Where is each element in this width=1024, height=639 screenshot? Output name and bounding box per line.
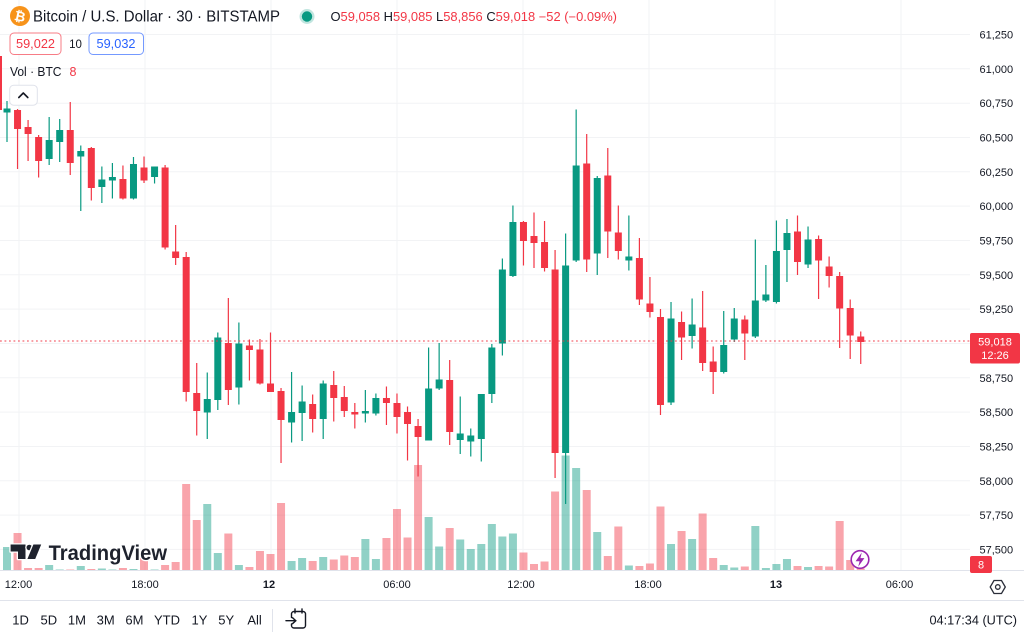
svg-text:61,000: 61,000 [980,64,1014,76]
svg-text:59,018: 59,018 [978,337,1012,349]
svg-text:O59,058 H59,085 L58,856 C59,01: O59,058 H59,085 L58,856 C59,018 −52 (−0.… [331,10,618,24]
svg-text:YTD: YTD [154,613,180,628]
svg-text:57,750: 57,750 [980,510,1014,522]
svg-text:12:26: 12:26 [981,350,1009,362]
svg-text:04:17:34 (UTC): 04:17:34 (UTC) [930,614,1018,628]
svg-text:1Y: 1Y [192,613,208,628]
svg-text:₿: ₿ [13,8,27,25]
svg-text:Vol · BTC: Vol · BTC [10,65,62,79]
svg-text:8: 8 [978,560,984,572]
svg-text:60,000: 60,000 [980,201,1014,213]
svg-text:All: All [247,613,262,628]
svg-text:Bitcoin / U.S. Dollar · 30 · B: Bitcoin / U.S. Dollar · 30 · BITSTAMP [33,9,280,26]
svg-text:12:00: 12:00 [5,579,33,591]
svg-text:5Y: 5Y [218,613,234,628]
svg-text:60,250: 60,250 [980,167,1014,179]
svg-text:60,750: 60,750 [980,98,1014,110]
svg-text:5D: 5D [40,613,57,628]
svg-text:18:00: 18:00 [131,579,159,591]
svg-text:59,500: 59,500 [980,270,1014,282]
svg-text:1D: 1D [12,613,29,628]
svg-text:59,750: 59,750 [980,236,1014,248]
svg-text:3M: 3M [97,613,115,628]
svg-text:59,250: 59,250 [980,304,1014,316]
svg-text:59,032: 59,032 [97,37,136,51]
svg-text:18:00: 18:00 [634,579,662,591]
svg-text:58,750: 58,750 [980,373,1014,385]
svg-text:6M: 6M [125,613,143,628]
svg-text:10: 10 [69,39,82,51]
svg-text:57,500: 57,500 [980,544,1014,556]
svg-text:12: 12 [263,579,275,591]
svg-text:8: 8 [70,65,77,79]
svg-text:61,250: 61,250 [980,30,1014,42]
svg-text:13: 13 [770,579,782,591]
svg-text:TradingView: TradingView [49,542,168,565]
svg-text:58,500: 58,500 [980,407,1014,419]
svg-text:59,022: 59,022 [16,37,55,51]
svg-text:06:00: 06:00 [383,579,411,591]
svg-text:12:00: 12:00 [507,579,535,591]
svg-text:60,500: 60,500 [980,133,1014,145]
svg-text:06:00: 06:00 [886,579,914,591]
svg-text:1M: 1M [68,613,86,628]
svg-text:58,250: 58,250 [980,442,1014,454]
svg-text:58,000: 58,000 [980,476,1014,488]
